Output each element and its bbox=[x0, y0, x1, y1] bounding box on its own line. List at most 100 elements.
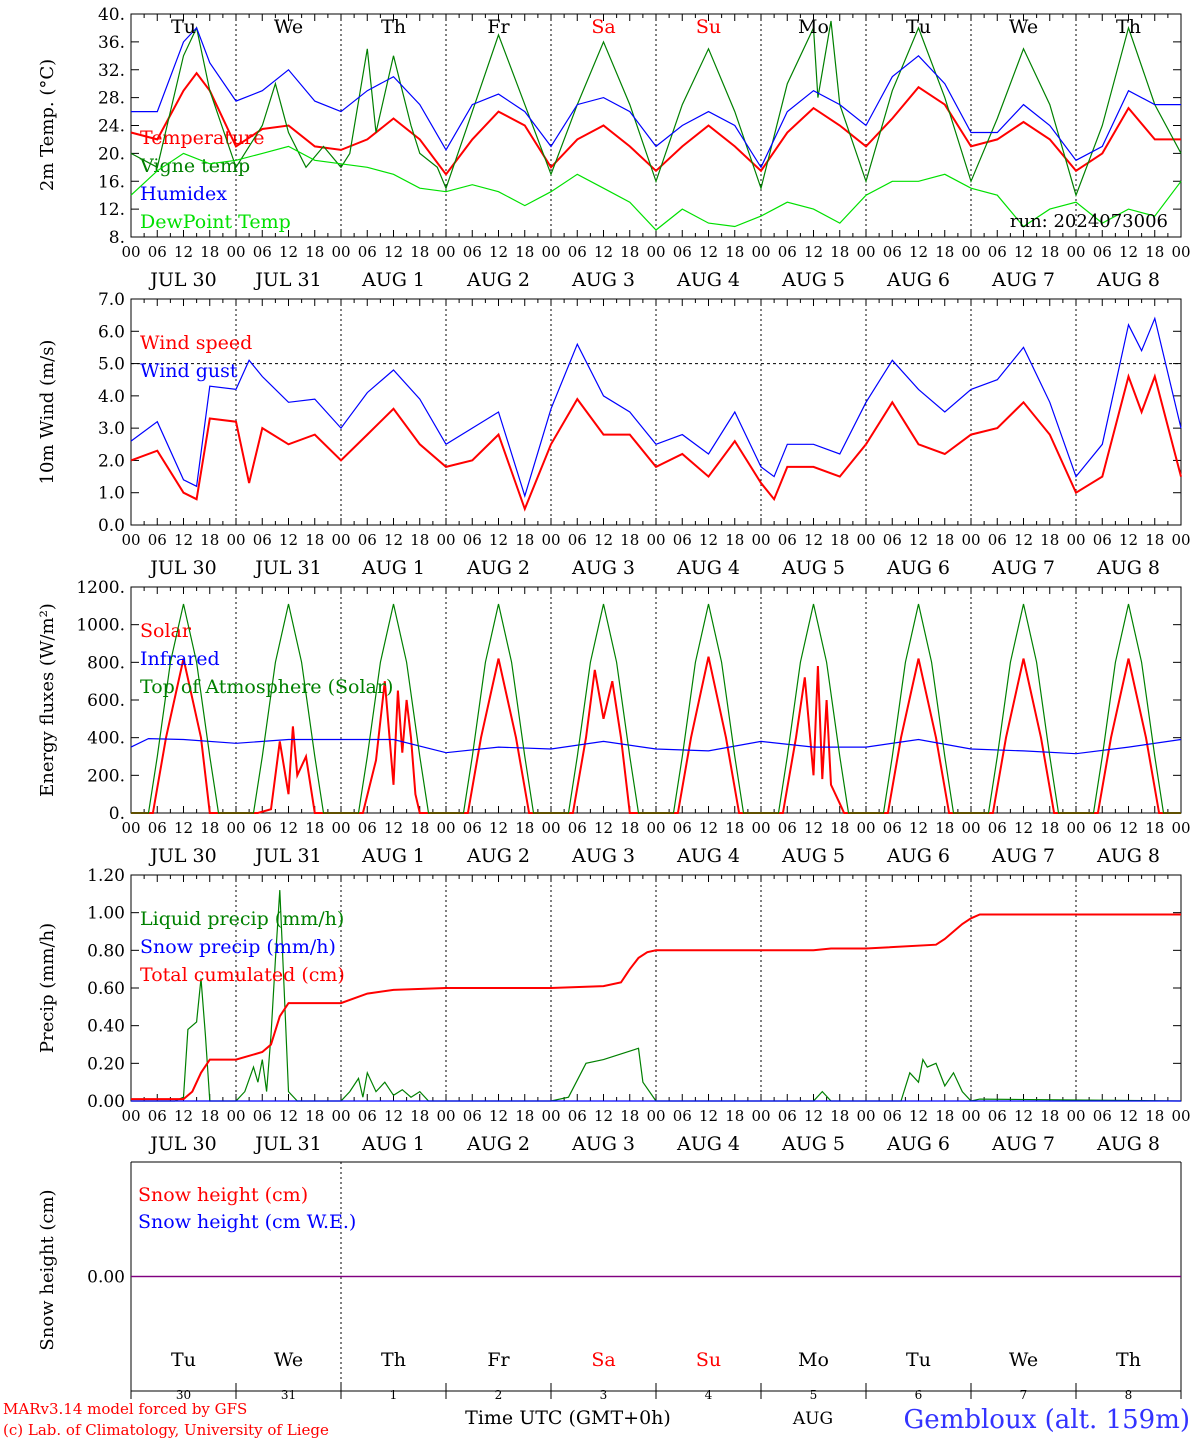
hour-label: 06 bbox=[358, 243, 377, 261]
date-label: AUG 3 bbox=[571, 1133, 635, 1155]
hour-label: 12 bbox=[699, 1107, 718, 1125]
hour-label: 18 bbox=[620, 819, 639, 837]
hour-label: 12 bbox=[594, 1107, 613, 1125]
y-tick-label: 1200. bbox=[76, 578, 125, 598]
y-tick-label: 5.0 bbox=[98, 355, 125, 375]
day-number-label: 3 bbox=[600, 1388, 608, 1402]
weekday-label: Tu bbox=[906, 16, 931, 38]
y-tick-label: 1000. bbox=[76, 616, 125, 636]
y-tick-label: 4.0 bbox=[98, 387, 125, 407]
hour-label: 06 bbox=[673, 531, 692, 549]
hour-label: 06 bbox=[568, 531, 587, 549]
y-tick-label: 1.20 bbox=[87, 866, 125, 886]
y-tick-label: 32. bbox=[98, 61, 125, 81]
hour-label: 12 bbox=[1014, 1107, 1033, 1125]
hour-label: 12 bbox=[174, 819, 193, 837]
weekday-label: Mo bbox=[798, 16, 829, 38]
hour-label: 06 bbox=[148, 243, 167, 261]
hour-label: 12 bbox=[804, 531, 823, 549]
y-tick-label: 3.0 bbox=[98, 419, 125, 439]
date-label: AUG 1 bbox=[361, 845, 425, 867]
hour-label: 06 bbox=[1093, 531, 1112, 549]
hour-label: 00 bbox=[226, 531, 245, 549]
y-tick-label: 2.0 bbox=[98, 451, 125, 471]
date-label: JUL 30 bbox=[148, 845, 216, 867]
date-label: AUG 4 bbox=[676, 557, 740, 579]
date-label: JUL 31 bbox=[253, 557, 321, 579]
hour-label: 06 bbox=[673, 1107, 692, 1125]
hour-label: 00 bbox=[541, 1107, 560, 1125]
hour-label: 18 bbox=[515, 531, 534, 549]
y-tick-label: 12. bbox=[98, 200, 125, 220]
series-line bbox=[131, 913, 1181, 1101]
hour-label: 00 bbox=[436, 1107, 455, 1125]
hour-label: 00 bbox=[751, 1107, 770, 1125]
legend-label: Temperature bbox=[140, 127, 264, 149]
y-tick-label: 40. bbox=[98, 5, 125, 25]
hour-label: 12 bbox=[594, 243, 613, 261]
hour-label: 00 bbox=[1171, 243, 1190, 261]
hour-label: 06 bbox=[358, 819, 377, 837]
date-label: AUG 2 bbox=[466, 557, 530, 579]
hour-label: 18 bbox=[515, 1107, 534, 1125]
series-line bbox=[130, 145, 1182, 231]
hour-label: 18 bbox=[1145, 1107, 1164, 1125]
hour-label: 06 bbox=[883, 531, 902, 549]
weekday-label: We bbox=[1009, 16, 1038, 38]
hour-label: 18 bbox=[1145, 243, 1164, 261]
hour-label: 18 bbox=[725, 243, 744, 261]
legend-label: Liquid precip (mm/h) bbox=[140, 908, 344, 930]
hour-label: 00 bbox=[856, 243, 875, 261]
date-label: AUG 7 bbox=[991, 269, 1055, 291]
legend-label: Humidex bbox=[140, 183, 227, 205]
y-tick-label: 0.40 bbox=[87, 1017, 125, 1037]
hour-label: 12 bbox=[699, 243, 718, 261]
hour-label: 18 bbox=[305, 531, 324, 549]
weekday-label-bottom: We bbox=[274, 1349, 303, 1371]
series-line bbox=[131, 890, 1182, 1102]
hour-label: 00 bbox=[121, 1107, 140, 1125]
y-tick-label: 1.00 bbox=[87, 904, 125, 924]
hour-label: 18 bbox=[515, 243, 534, 261]
date-label: AUG 1 bbox=[361, 1133, 425, 1155]
hour-label: 00 bbox=[751, 531, 770, 549]
hour-label: 18 bbox=[830, 531, 849, 549]
date-label: AUG 3 bbox=[571, 845, 635, 867]
series-line bbox=[130, 20, 1182, 198]
weekday-label-bottom: Tu bbox=[906, 1349, 931, 1371]
hour-label: 12 bbox=[279, 819, 298, 837]
date-label: JUL 31 bbox=[253, 1133, 321, 1155]
hour-label: 18 bbox=[305, 1107, 324, 1125]
hour-label: 12 bbox=[1119, 243, 1138, 261]
hour-label: 00 bbox=[646, 1107, 665, 1125]
hour-label: 12 bbox=[804, 819, 823, 837]
run-label: run: 2024073006 bbox=[1010, 211, 1168, 232]
hour-label: 00 bbox=[226, 819, 245, 837]
hour-label: 12 bbox=[384, 1107, 403, 1125]
hour-label: 00 bbox=[961, 243, 980, 261]
legend-label: Snow precip (mm/h) bbox=[140, 936, 336, 958]
hour-label: 06 bbox=[988, 819, 1007, 837]
hour-label: 12 bbox=[909, 243, 928, 261]
hour-label: 12 bbox=[1014, 531, 1033, 549]
date-label: JUL 31 bbox=[253, 845, 321, 867]
hour-label: 12 bbox=[594, 819, 613, 837]
legend-label: Wind speed bbox=[140, 332, 252, 354]
hour-label: 18 bbox=[200, 243, 219, 261]
legend-label: Wind gust bbox=[140, 360, 238, 382]
date-label: AUG 4 bbox=[676, 269, 740, 291]
hour-label: 06 bbox=[568, 243, 587, 261]
hour-label: 18 bbox=[935, 531, 954, 549]
hour-label: 06 bbox=[463, 243, 482, 261]
y-tick-label: 600. bbox=[87, 691, 125, 711]
hour-label: 18 bbox=[200, 1107, 219, 1125]
hour-label: 18 bbox=[1040, 531, 1059, 549]
hour-label: 18 bbox=[410, 531, 429, 549]
legend-label: Solar bbox=[140, 620, 192, 642]
weekday-label-bottom: Fr bbox=[487, 1349, 510, 1371]
series-line bbox=[130, 373, 1182, 512]
hour-label: 18 bbox=[410, 243, 429, 261]
hour-label: 06 bbox=[778, 243, 797, 261]
day-number-label: 5 bbox=[810, 1388, 818, 1402]
hour-label: 00 bbox=[961, 819, 980, 837]
